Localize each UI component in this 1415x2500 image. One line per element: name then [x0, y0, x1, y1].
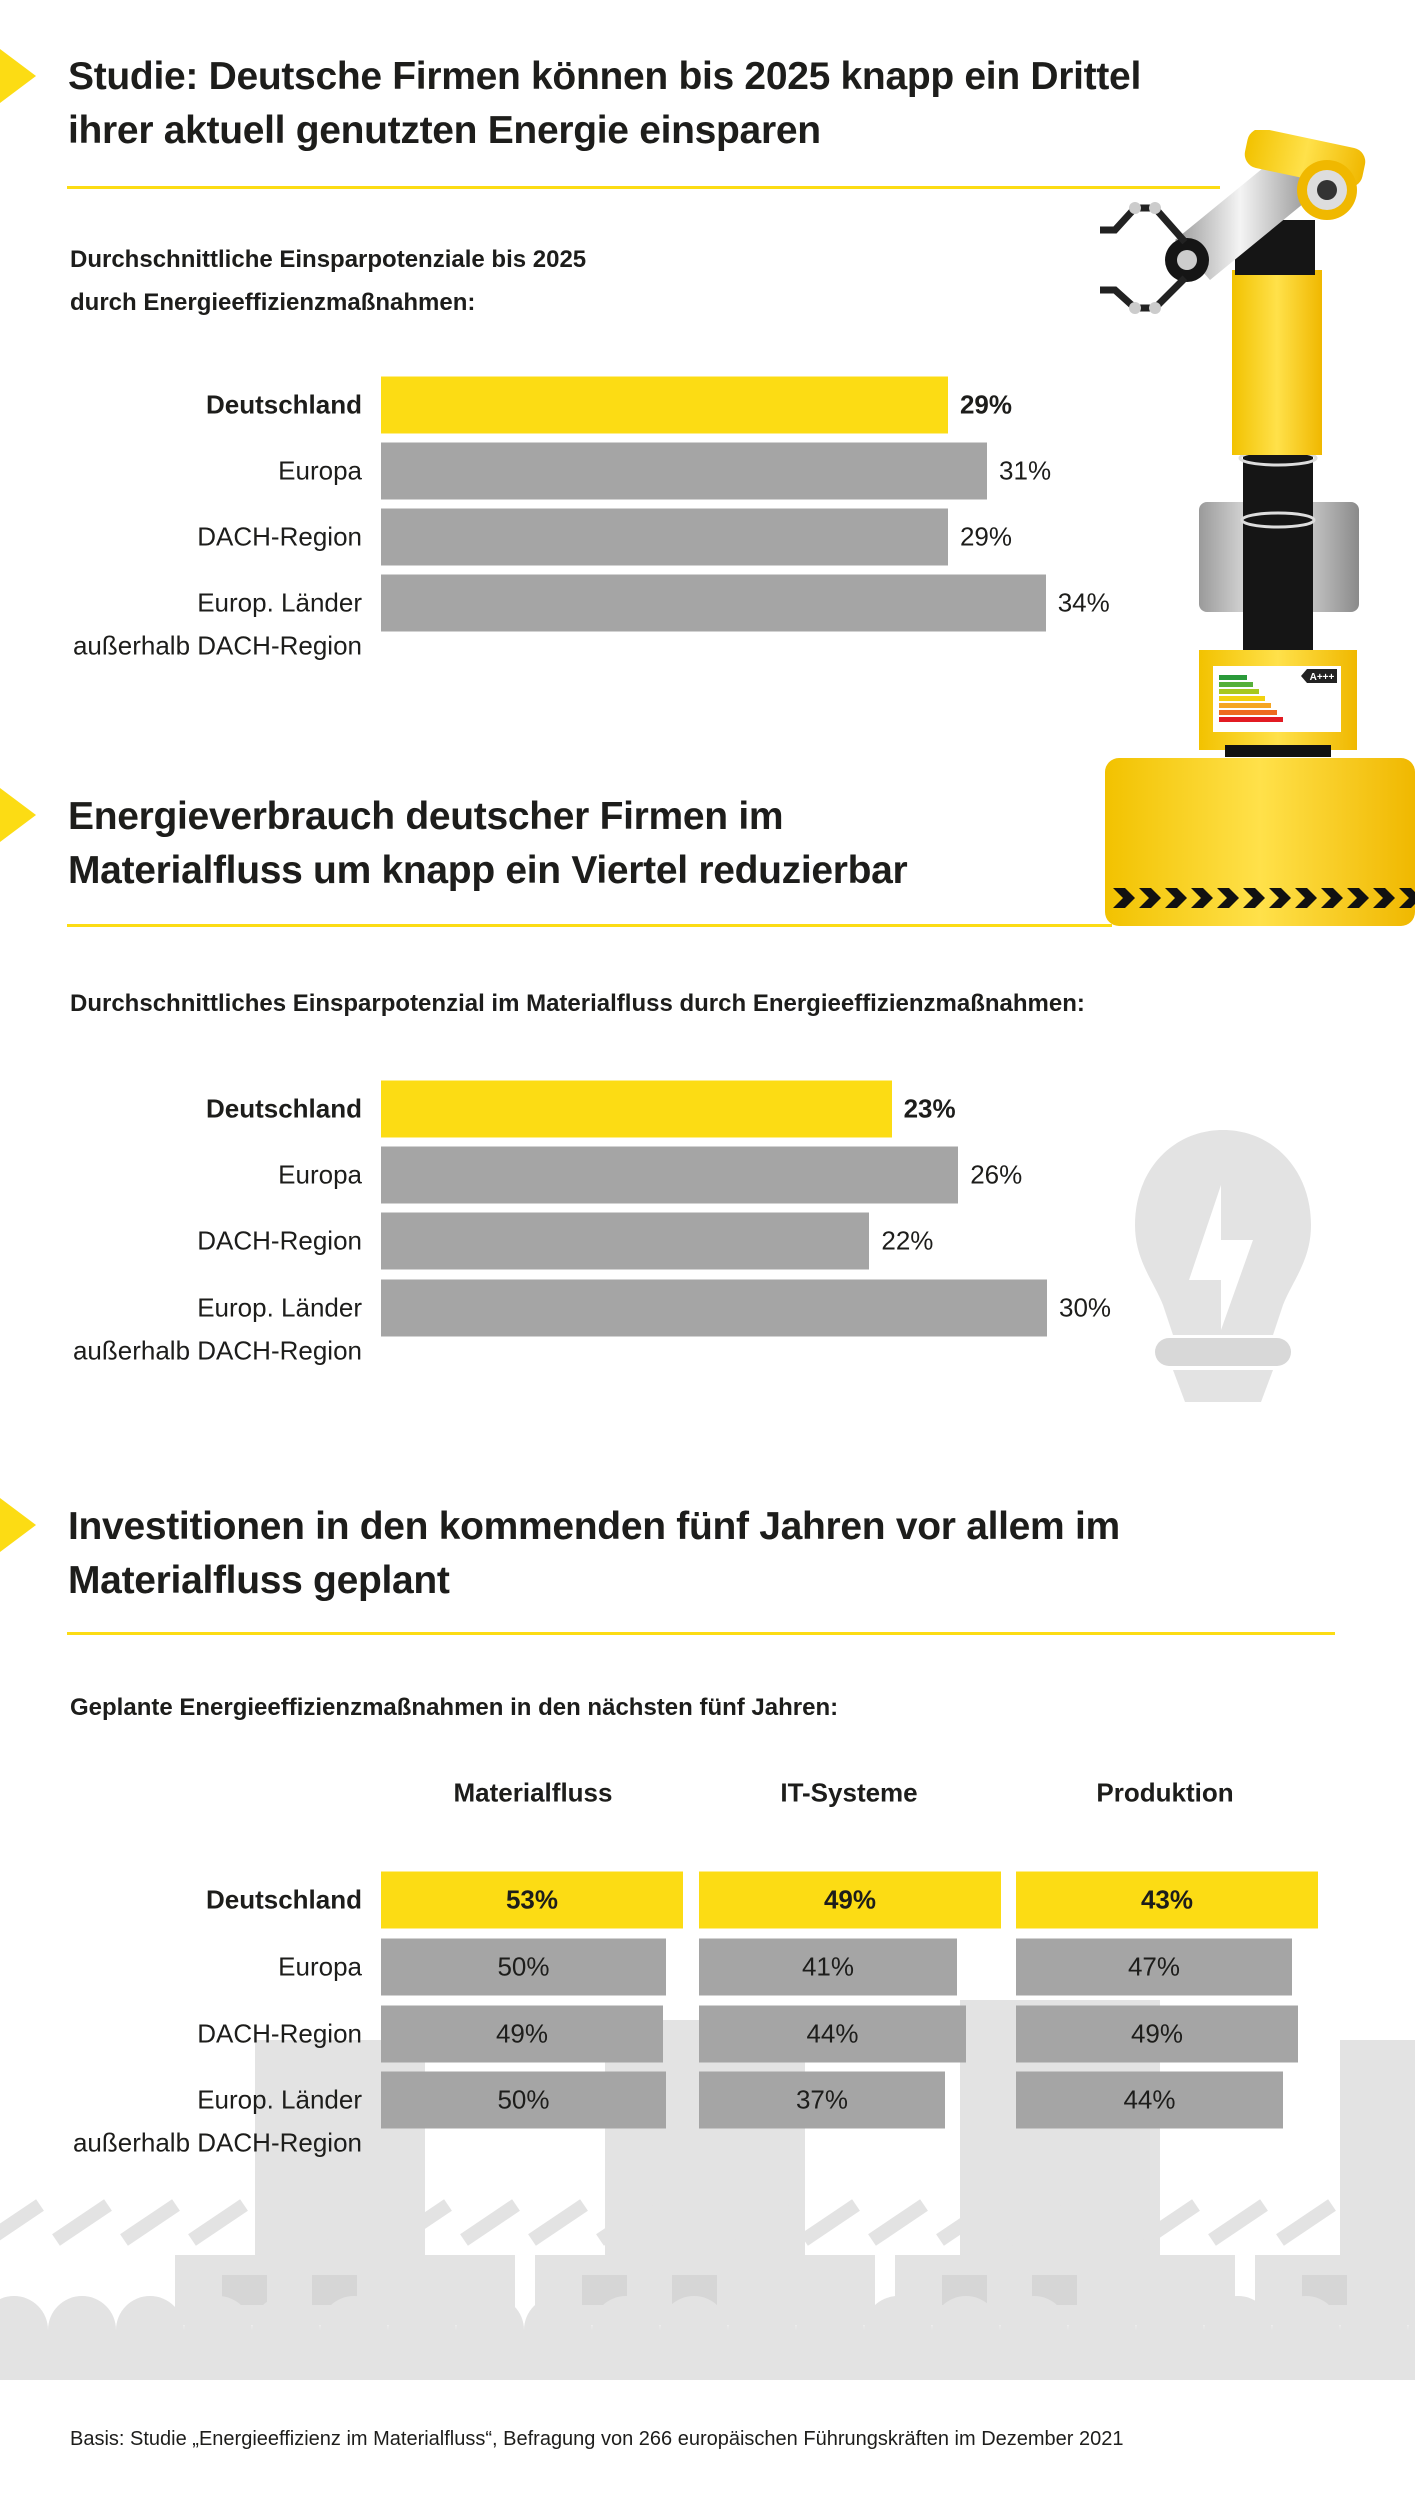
- section-3-divider: [67, 1632, 1335, 1635]
- row-label: Deutschland: [205, 1093, 362, 1124]
- table-cell: 49%: [699, 1871, 1001, 1929]
- row-label: Deutschland: [205, 389, 362, 420]
- subtitle-line: Geplante Energieeffizienzmaßnahmen in de…: [70, 1694, 839, 1721]
- row-label: Europ. Länder: [197, 1292, 362, 1323]
- bar: [381, 442, 988, 500]
- table-cell: 50%: [381, 2071, 666, 2129]
- row-label: DACH-Region: [197, 2018, 362, 2049]
- section-1-marker-icon: [0, 49, 36, 103]
- energy-label-badge-text: A+++: [1310, 672, 1335, 683]
- row-label: Europ. Länder: [197, 2084, 362, 2115]
- row-label: DACH-Region: [197, 1225, 362, 1256]
- value-label: 30%: [1059, 1292, 1112, 1323]
- title-line: Materialfluss geplant: [68, 1559, 450, 1602]
- table-cell: 43%: [1016, 1871, 1318, 1929]
- row-label: außerhalb DACH-Region: [72, 630, 362, 661]
- row-label: Europa: [278, 1951, 362, 1982]
- section-1-subtitle: Durchschnittliche Einsparpotenziale bis …: [70, 238, 586, 324]
- lightbulb-lightning-icon: [1135, 1130, 1311, 1402]
- value-label: 26%: [970, 1159, 1023, 1190]
- bar: [381, 1146, 959, 1204]
- title-line: Energieverbrauch deutscher Firmen im: [68, 795, 784, 838]
- section-2-divider: [67, 924, 1112, 927]
- subtitle-line: durch Energieeffizienzmaßnahmen:: [70, 289, 476, 316]
- section-2-subtitle: Durchschnittliches Einsparpotenzial im M…: [70, 982, 1085, 1025]
- bar: [381, 1212, 870, 1270]
- bar: [381, 574, 1046, 632]
- bar: [381, 1080, 892, 1138]
- subtitle-line: Durchschnittliche Einsparpotenziale bis …: [70, 246, 587, 273]
- table-cell: 50%: [381, 1938, 666, 1996]
- table-cell: 37%: [699, 2071, 945, 2129]
- column-header: Produktion: [1096, 1777, 1234, 1808]
- row-label: außerhalb DACH-Region: [72, 2127, 362, 2158]
- section-3-marker-icon: [0, 1498, 36, 1552]
- column-header: IT-Systeme: [780, 1777, 918, 1808]
- bar: [381, 376, 948, 434]
- table-cell: 47%: [1016, 1938, 1292, 1996]
- value-label: 29%: [959, 389, 1012, 420]
- section-3-title: Investitionen in den kommenden fünf Jahr…: [68, 1500, 1120, 1608]
- title-line: Investitionen in den kommenden fünf Jahr…: [68, 1505, 1120, 1548]
- bar: [381, 1279, 1047, 1337]
- value-label: 22%: [881, 1225, 934, 1256]
- table-cell: 49%: [381, 2005, 663, 2063]
- row-label: Europ. Länder: [197, 587, 362, 618]
- value-label: 34%: [1057, 587, 1110, 618]
- title-line: Materialfluss um knapp ein Viertel reduz…: [68, 849, 908, 892]
- value-label: 31%: [999, 455, 1052, 486]
- value-label: 23%: [903, 1093, 956, 1124]
- row-label: Deutschland: [205, 1884, 362, 1915]
- bar: [381, 508, 948, 566]
- column-header: Materialfluss: [453, 1777, 613, 1808]
- row-label: Europa: [278, 1159, 362, 1190]
- table-cell: 53%: [381, 1871, 683, 1929]
- row-label: Europa: [278, 455, 362, 486]
- source-footnote: Basis: Studie „Energieeffizienz im Mater…: [70, 2428, 1124, 2450]
- section-1-title: Studie: Deutsche Firmen können bis 2025 …: [68, 50, 1141, 158]
- table-cell: 44%: [699, 2005, 966, 2063]
- table-cell: 41%: [699, 1938, 957, 1996]
- section-3-subtitle: Geplante Energieeffizienzmaßnahmen in de…: [70, 1686, 838, 1729]
- section-2-title: Energieverbrauch deutscher Firmen im Mat…: [68, 790, 908, 898]
- row-label: DACH-Region: [197, 521, 362, 552]
- table-cell: 44%: [1016, 2071, 1283, 2129]
- energy-label-badge: [1301, 669, 1337, 683]
- subtitle-line: Durchschnittliches Einsparpotenzial im M…: [70, 990, 1085, 1017]
- section-1-divider: [67, 186, 1220, 189]
- robot-arm-illustration: A+++: [1100, 130, 1415, 926]
- title-line: Studie: Deutsche Firmen können bis 2025 …: [68, 55, 1141, 98]
- table-cell: 49%: [1016, 2005, 1298, 2063]
- title-line: ihrer aktuell genutzten Energie einspare…: [68, 109, 821, 152]
- row-label: außerhalb DACH-Region: [72, 1335, 362, 1366]
- value-label: 29%: [959, 521, 1012, 552]
- section-2-marker-icon: [0, 788, 36, 842]
